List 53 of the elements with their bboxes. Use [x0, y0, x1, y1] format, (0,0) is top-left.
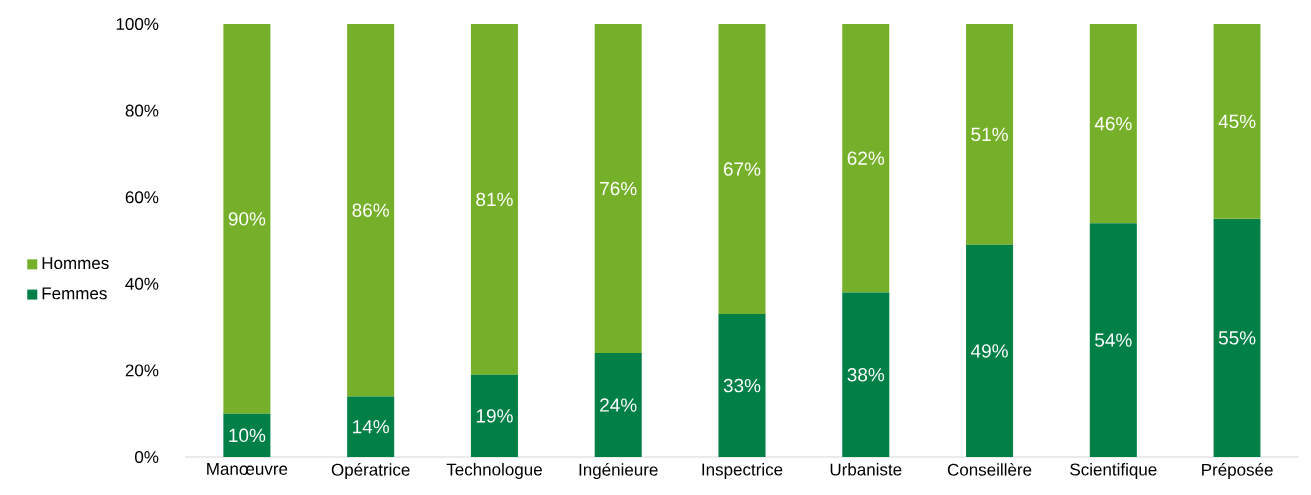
- data-label: 38%: [847, 368, 885, 382]
- data-label: 10%: [229, 428, 266, 443]
- y-tick-label: 80%: [125, 104, 159, 117]
- y-tick-label: 20%: [125, 364, 159, 377]
- data-label: 45%: [1218, 114, 1256, 129]
- x-tick-label: Conseillère: [947, 463, 1032, 476]
- bar: [223, 24, 271, 414]
- x-tick-label: Technologue: [446, 463, 542, 479]
- x-tick-label: Manœuvre: [207, 463, 288, 475]
- bar: [718, 24, 766, 315]
- x-tick-label: Opératrice: [331, 463, 410, 480]
- x-tick-label: Ingénieure: [579, 463, 658, 480]
- legend-label: Femmes: [42, 287, 107, 300]
- bar: [718, 314, 766, 457]
- x-tick-label: Préposée: [1202, 463, 1273, 480]
- bar: [470, 374, 518, 457]
- data-label: 46%: [1094, 116, 1132, 131]
- bar: [842, 24, 890, 293]
- x-tick-label: Inspectrice: [702, 463, 783, 479]
- bar: [1089, 223, 1137, 457]
- bar: [1089, 24, 1137, 224]
- bar: [470, 24, 518, 375]
- data-label: 81%: [476, 192, 513, 207]
- bar: [1213, 218, 1261, 457]
- y-tick-label: 0%: [135, 451, 159, 464]
- bar: [594, 353, 642, 457]
- bar: [347, 24, 395, 397]
- data-label: 33%: [723, 378, 761, 393]
- data-label: 51%: [971, 127, 1008, 142]
- data-label: 76%: [600, 181, 637, 196]
- bar: [966, 24, 1014, 245]
- data-label: 49%: [970, 344, 1008, 358]
- bar: [347, 396, 395, 457]
- data-label: 19%: [476, 409, 513, 423]
- data-label: 54%: [1095, 333, 1132, 347]
- data-label: 14%: [353, 420, 389, 434]
- legend-label: Hommes: [42, 257, 109, 270]
- data-label: 24%: [600, 398, 637, 412]
- bar: [842, 292, 890, 457]
- data-label: 86%: [352, 203, 389, 217]
- x-tick-label: Urbaniste: [830, 463, 902, 476]
- bar: [223, 413, 271, 457]
- y-tick-label: 100%: [116, 18, 159, 31]
- bar: [966, 244, 1014, 457]
- y-tick-label: 40%: [125, 277, 159, 290]
- data-label: 55%: [1218, 331, 1256, 345]
- data-label: 90%: [228, 212, 266, 226]
- bar: [594, 24, 642, 354]
- data-label: 62%: [847, 151, 885, 165]
- data-label: 67%: [723, 162, 761, 176]
- x-tick-label: Scientifique: [1070, 463, 1157, 479]
- y-tick-label: 60%: [125, 191, 159, 204]
- bar: [1213, 24, 1261, 219]
